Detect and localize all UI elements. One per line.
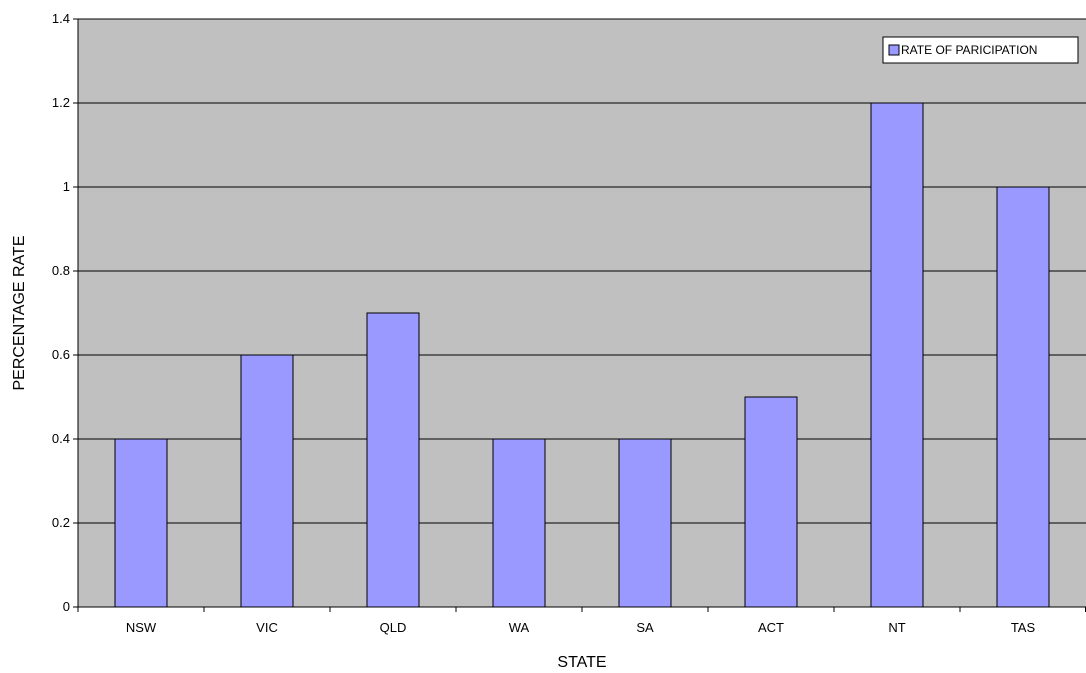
x-tick-label: ACT	[758, 620, 784, 635]
y-tick-label: 1.2	[52, 95, 70, 110]
y-tick-label: 0	[63, 599, 70, 614]
x-tick-label: WA	[509, 620, 530, 635]
legend: RATE OF PARICIPATION	[882, 36, 1079, 64]
bar-wa	[492, 438, 546, 608]
plot-area	[78, 19, 1086, 607]
y-tick-label: 0.8	[52, 263, 70, 278]
bar-qld	[366, 312, 420, 608]
y-axis-title: PERCENTAGE RATE	[11, 236, 28, 391]
legend-label: RATE OF PARICIPATION	[901, 43, 1037, 57]
bars	[114, 102, 1050, 608]
x-axis-title: STATE	[557, 654, 606, 671]
y-tick-labels: 0 0.2 0.4 0.6 0.8 1 1.2 1.4	[52, 11, 70, 614]
y-tick-label: 0.2	[52, 515, 70, 530]
x-tick-label: VIC	[256, 620, 278, 635]
bar-act	[744, 396, 798, 608]
y-tick-label: 1.4	[52, 11, 70, 26]
legend-box	[882, 36, 1079, 64]
y-tick-label: 0.6	[52, 347, 70, 362]
legend-swatch	[888, 44, 900, 56]
x-tick-label: NT	[888, 620, 905, 635]
bar-nt	[870, 102, 924, 608]
x-tick-label: TAS	[1011, 620, 1036, 635]
bar-vic	[240, 354, 294, 608]
bar-nsw	[114, 438, 168, 608]
y-tick-label: 1	[63, 179, 70, 194]
x-tick-label: NSW	[126, 620, 157, 635]
bar-sa	[618, 438, 672, 608]
y-tick-label: 0.4	[52, 431, 70, 446]
bar-tas	[996, 186, 1050, 608]
x-tick-labels: NSW VIC QLD WA SA ACT NT TAS	[126, 620, 1036, 635]
x-tick-label: SA	[636, 620, 654, 635]
x-tick-label: QLD	[380, 620, 407, 635]
